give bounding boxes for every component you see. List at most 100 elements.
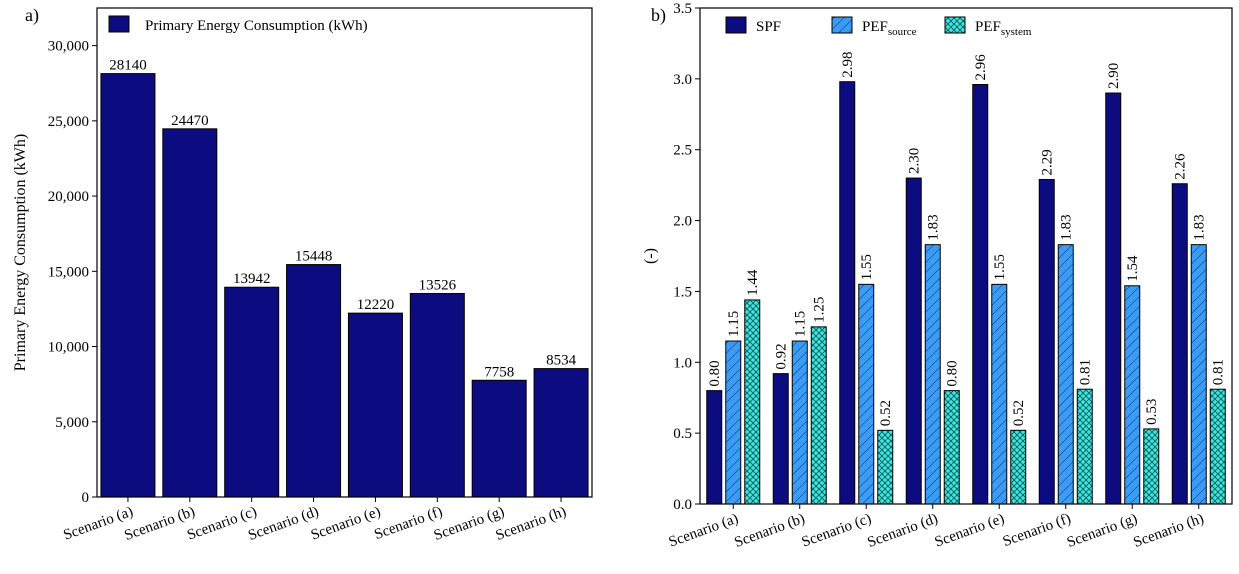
- bar-value-label: 1.25: [812, 297, 828, 323]
- bar: [772, 373, 789, 505]
- bar: [877, 429, 894, 505]
- bar-value-label: 13526: [419, 277, 457, 293]
- bar: [1038, 178, 1055, 505]
- y-tick-label: 3.0: [673, 72, 692, 88]
- bar-value-label: 1.44: [745, 269, 761, 296]
- bar-value-label: 0.80: [707, 360, 723, 386]
- bar-value-label: 2.90: [1106, 63, 1122, 89]
- bar: [924, 244, 941, 505]
- bar-value-label: 2.30: [907, 148, 923, 174]
- bar: [943, 390, 960, 505]
- x-tick-label: Scenario (b): [122, 504, 197, 544]
- bar: [1124, 285, 1141, 505]
- bar-value-label: 1.55: [859, 254, 875, 280]
- bar: [905, 177, 922, 505]
- bar: [791, 340, 808, 505]
- bar-value-label: 0.81: [1211, 359, 1227, 385]
- bar: [858, 283, 875, 505]
- legend: SPF PEFsource PEFsystem: [725, 16, 1032, 38]
- bar: [409, 292, 465, 498]
- y-tick-label: 2.5: [673, 143, 692, 159]
- bar-value-label: 2.96: [973, 54, 989, 81]
- x-tick-label: Scenario (g): [432, 504, 507, 544]
- y-tick-label: 0.5: [673, 426, 692, 442]
- bar: [347, 312, 403, 498]
- x-tick-label: Scenario (f): [1001, 511, 1073, 550]
- x-tick-label: Scenario (d): [865, 511, 940, 551]
- x-tick-label: Scenario (a): [667, 511, 741, 551]
- bar: [162, 128, 218, 498]
- y-axis-title: (-): [642, 248, 659, 264]
- y-tick-label: 25,000: [48, 114, 89, 130]
- bar: [100, 73, 156, 498]
- y-tick-label: 10,000: [48, 340, 89, 356]
- bar-value-label: 1.15: [726, 311, 742, 337]
- bar-value-label: 2.26: [1173, 153, 1189, 180]
- bar-value-label: 28140: [109, 58, 147, 74]
- bar-value-label: 0.80: [945, 360, 961, 386]
- x-tick-label: Scenario (e): [933, 511, 1007, 551]
- y-tick-label: 30,000: [48, 39, 89, 55]
- bar-value-label: 13942: [233, 271, 271, 287]
- bar: [839, 81, 856, 505]
- y-tick-label: 0: [82, 490, 90, 506]
- y-axis-title: Primary Energy Consumption (kWh): [12, 134, 29, 371]
- bar-value-label: 0.92: [774, 343, 790, 369]
- bar: [810, 326, 827, 505]
- panel-label: a): [25, 5, 39, 26]
- bar-value-label: 0.53: [1144, 399, 1160, 425]
- bar-value-label: 0.52: [1011, 400, 1027, 426]
- bar: [972, 84, 989, 505]
- bar: [1171, 183, 1188, 505]
- y-tick-label: 15,000: [48, 264, 89, 280]
- x-tick-label: Scenario (b): [732, 511, 807, 551]
- y-tick-label: 3.5: [673, 1, 692, 17]
- bar: [533, 368, 589, 498]
- y-tick-label: 1.0: [673, 355, 692, 371]
- bar-value-label: 1.83: [926, 214, 942, 240]
- legend-label: SPF: [756, 19, 781, 35]
- x-tick-label: Scenario (e): [309, 504, 383, 544]
- y-tick-label: 0.0: [673, 497, 692, 513]
- x-tick-label: Scenario (c): [800, 511, 874, 551]
- legend-label: PEFsystem: [975, 19, 1032, 38]
- bar-value-label: 0.81: [1078, 359, 1094, 385]
- legend-swatch: [108, 15, 130, 33]
- bar-value-label: 15448: [295, 249, 333, 265]
- bar: [286, 264, 342, 498]
- bar: [991, 283, 1008, 505]
- x-tick-label: Scenario (h): [1131, 511, 1206, 551]
- bar-value-label: 1.54: [1125, 255, 1141, 282]
- bar: [1057, 244, 1074, 505]
- plot-frame: [96, 7, 593, 498]
- bar-value-label: 24470: [171, 113, 209, 129]
- x-tick-label: Scenario (a): [61, 504, 135, 544]
- plot-frame: [699, 7, 1233, 505]
- bar-value-label: 12220: [357, 297, 395, 313]
- chart-panel-a: a) Primary Energy Consumption (kWh) 0 5,000…: [12, 5, 593, 544]
- bar: [725, 340, 742, 505]
- legend: Primary Energy Consumption (kWh): [108, 15, 368, 34]
- bar-value-label: 0.52: [878, 400, 894, 426]
- legend-swatch: [725, 16, 747, 34]
- bar-value-label: 1.15: [793, 311, 809, 337]
- bar-value-label: 8534: [546, 353, 577, 369]
- bar: [1010, 429, 1027, 505]
- x-tick-label: Scenario (d): [246, 504, 321, 544]
- legend-label: PEFsource: [862, 19, 917, 38]
- y-tick-label: 5,000: [55, 415, 89, 431]
- bar-value-label: 2.98: [840, 51, 856, 77]
- legend-swatch: [831, 16, 853, 34]
- panel-label: b): [651, 5, 666, 26]
- y-tick-label: 1.5: [673, 284, 692, 300]
- legend-swatch: [944, 16, 966, 34]
- bar-value-label: 1.83: [1059, 214, 1075, 240]
- bar-value-label: 1.55: [992, 254, 1008, 280]
- chart-panel-b: b)(-)0.00.51.01.52.02.53.03.50.801.151.4…: [642, 1, 1233, 551]
- x-tick-label: Scenario (g): [1065, 511, 1140, 551]
- bar: [1209, 388, 1226, 505]
- legend-label: Primary Energy Consumption (kWh): [145, 18, 368, 34]
- y-tick-label: 2.0: [673, 214, 692, 230]
- bar-value-label: 7758: [484, 364, 514, 380]
